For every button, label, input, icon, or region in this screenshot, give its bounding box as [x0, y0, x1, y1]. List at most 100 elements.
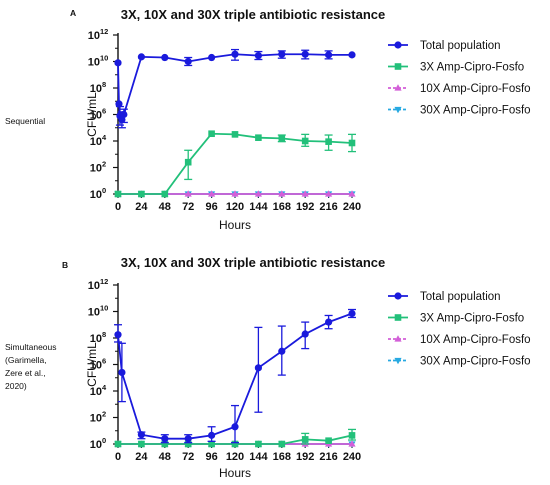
series-total-population: [114, 48, 356, 129]
y-tick-base: 10: [90, 110, 102, 122]
y-tick-exponent: 6: [102, 357, 106, 366]
data-point-7: [278, 135, 286, 142]
legend-label: 30X Amp-Cipro-Fosfo: [420, 356, 531, 368]
data-point-8: [278, 347, 286, 355]
panel-label: A: [70, 8, 76, 18]
data-point-10: [325, 318, 333, 326]
y-tick-label: 100: [90, 186, 106, 201]
y-tick-exponent: 12: [100, 27, 108, 36]
data-point-10: [348, 432, 356, 439]
data-point-10: [254, 51, 262, 60]
data-point-5: [231, 440, 239, 448]
y-tick-label: 1012: [88, 277, 109, 292]
x-tick-label: 24: [135, 451, 148, 463]
data-point-11: [348, 309, 356, 318]
y-tick-base: 10: [90, 360, 102, 372]
y-tick-base: 10: [90, 333, 102, 345]
legend-label: 30X Amp-Cipro-Fosfo: [420, 105, 531, 117]
legend-label: Total population: [420, 40, 501, 52]
x-tick-label: 48: [159, 201, 171, 213]
y-tick-exponent: 0: [102, 436, 106, 445]
y-tick-base: 10: [90, 189, 102, 201]
y-tick-base: 10: [88, 57, 100, 69]
data-point-9: [301, 330, 309, 338]
y-tick-exponent: 4: [102, 133, 107, 142]
data-point-5: [137, 53, 145, 61]
data-point-4: [184, 435, 192, 443]
legend-label: 3X Amp-Cipro-Fosfo: [420, 313, 524, 325]
data-point-7: [254, 364, 262, 372]
y-tick-label: 1012: [88, 27, 109, 42]
x-tick-label: 216: [319, 201, 337, 213]
data-point-0: [114, 440, 122, 448]
data-point-0: [114, 190, 122, 198]
chart-title: 3X, 10X and 30X triple antibiotic resist…: [121, 7, 385, 22]
legend-item: Total population: [388, 40, 501, 52]
x-axis-label: Hours: [219, 466, 251, 480]
series-line: [117, 312, 353, 440]
data-point-5: [208, 431, 216, 439]
legend: Total population 3X Amp-Cipro-Fosfo 10X Am…: [388, 40, 531, 117]
data-point-legend: [394, 106, 402, 114]
data-point-legend: [394, 63, 402, 70]
y-tick-base: 10: [90, 83, 102, 95]
y-tick-label: 104: [90, 383, 107, 398]
data-point-6: [161, 53, 169, 62]
side-label-line: Sequential: [5, 116, 45, 126]
data-point-8: [301, 436, 309, 443]
y-tick-base: 10: [90, 136, 102, 148]
panel-label: B: [62, 260, 68, 270]
y-tick-label: 104: [90, 133, 107, 148]
y-tick-label: 100: [90, 436, 106, 451]
x-tick-label: 144: [249, 201, 268, 213]
panel-a: A 3X, 10X and 30X triple antibiotic resis…: [5, 7, 531, 232]
legend: Total population 3X Amp-Cipro-Fosfo 10X Am…: [388, 291, 531, 368]
legend-label: Total population: [420, 291, 501, 303]
legend-item: 10X Amp-Cipro-Fosfo: [388, 83, 531, 95]
data-point-4: [208, 190, 216, 197]
x-tick-label: 216: [319, 451, 337, 463]
legend-item: 30X Amp-Cipro-Fosfo: [388, 105, 531, 117]
data-point-12: [301, 50, 309, 58]
y-tick-exponent: 12: [100, 277, 108, 286]
data-point-legend: [394, 84, 402, 91]
data-point-6: [255, 134, 262, 141]
side-label-line: 2020): [5, 381, 27, 391]
series-3x-amp-cipro-fosfo: [114, 130, 356, 198]
legend-label: 10X Amp-Cipro-Fosfo: [420, 83, 531, 95]
legend-item: Total population: [388, 291, 501, 303]
data-point-9: [325, 437, 332, 444]
chart-title: 3X, 10X and 30X triple antibiotic resist…: [121, 255, 385, 270]
y-tick-exponent: 6: [102, 107, 106, 116]
x-tick-label: 72: [182, 451, 194, 463]
y-tick-label: 1010: [88, 54, 109, 69]
data-point-9: [325, 190, 333, 197]
y-tick-label: 108: [90, 330, 106, 345]
y-tick-exponent: 8: [102, 80, 106, 89]
data-point-6: [231, 423, 239, 431]
data-point-5: [231, 190, 239, 197]
x-tick-label: 96: [205, 451, 217, 463]
y-tick-exponent: 2: [102, 160, 106, 169]
y-tick-exponent: 10: [100, 304, 108, 313]
data-point-1: [138, 190, 145, 198]
legend-label: 3X Amp-Cipro-Fosfo: [420, 62, 524, 74]
data-point-8: [301, 137, 309, 145]
series-line: [117, 53, 352, 121]
y-tick-exponent: 10: [100, 54, 108, 63]
side-label-line: Simultaneous: [5, 342, 57, 352]
data-point-3: [184, 190, 192, 197]
y-tick-base: 10: [90, 163, 102, 175]
data-point-6: [255, 440, 262, 448]
data-point-0: [114, 331, 122, 339]
y-tick-base: 10: [90, 413, 102, 425]
side-label: Simultaneous (Garimella, Zere et al., 2020): [5, 342, 57, 391]
x-tick-label: 144: [249, 451, 268, 463]
x-tick-label: 168: [273, 451, 291, 463]
data-point-legend: [394, 292, 402, 300]
y-tick-label: 108: [90, 80, 106, 95]
y-tick-exponent: 8: [102, 330, 106, 339]
x-tick-label: 0: [115, 201, 121, 213]
x-tick-label: 168: [273, 201, 291, 213]
